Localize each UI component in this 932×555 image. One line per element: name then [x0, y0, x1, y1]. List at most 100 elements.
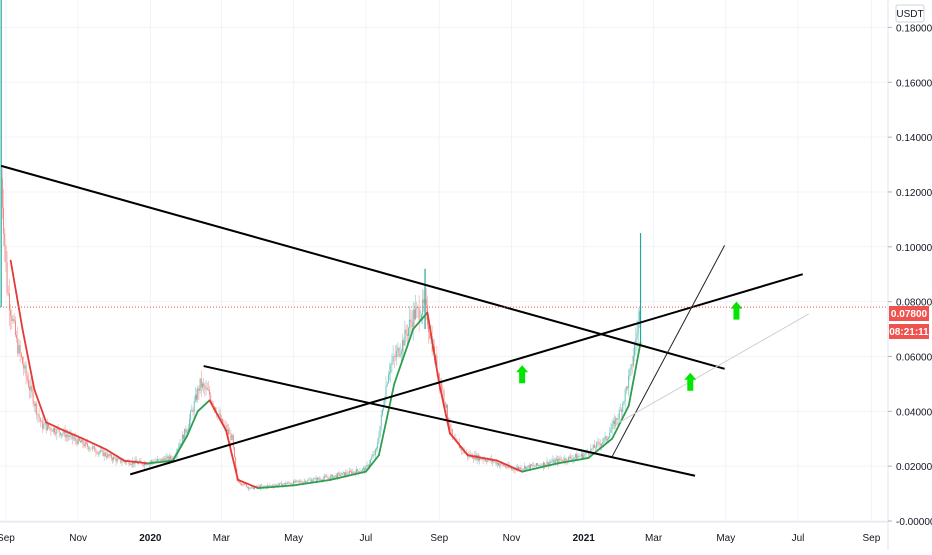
- candle-body: [339, 473, 341, 476]
- moving-average-segment: [496, 459, 524, 473]
- candle-body: [552, 459, 554, 463]
- candle-body: [345, 472, 347, 476]
- y-tick-label: 0.06000: [896, 352, 932, 363]
- candle-body: [479, 457, 480, 461]
- moving-average-segment: [611, 404, 630, 440]
- candle-body: [570, 456, 572, 459]
- candle-body: [499, 464, 501, 466]
- candle-body: [192, 410, 194, 412]
- candle-body: [438, 373, 440, 384]
- moving-average-segment: [196, 399, 211, 413]
- candle-body: [78, 437, 80, 441]
- candle-body: [416, 307, 418, 309]
- candle-body: [313, 478, 315, 481]
- candle-body: [619, 410, 621, 411]
- candle-body: [589, 453, 591, 455]
- candle-body: [197, 388, 199, 400]
- candle-body: [180, 442, 182, 444]
- candle-body: [572, 458, 574, 460]
- candle-body: [264, 486, 266, 487]
- x-tick-label: May: [716, 533, 735, 544]
- candle-body: [580, 453, 582, 457]
- candle-body: [269, 485, 271, 487]
- candle-body: [335, 475, 337, 478]
- candle-body: [481, 459, 483, 460]
- candle-body: [405, 329, 407, 334]
- candle-body: [520, 467, 522, 470]
- candle-body: [487, 459, 489, 462]
- candle-body: [351, 471, 353, 474]
- candle-body: [194, 394, 196, 402]
- candle-body: [622, 403, 624, 412]
- candle-body: [97, 452, 99, 454]
- candle-body: [249, 488, 251, 490]
- candle-body: [93, 446, 94, 447]
- candle-body: [629, 369, 631, 376]
- candle-body: [327, 477, 329, 479]
- y-tick-label: -0.00000: [896, 517, 932, 528]
- candle-body: [569, 456, 570, 458]
- candle-body: [43, 424, 45, 429]
- candle-body: [320, 479, 322, 480]
- moving-average-segment: [63, 429, 84, 440]
- trendline: [611, 245, 726, 457]
- candle-body: [591, 448, 593, 450]
- x-tick-label: 2020: [139, 533, 162, 544]
- x-tick-label: 2021: [573, 533, 596, 544]
- candle-body: [573, 457, 575, 459]
- x-tick-label: Mar: [213, 533, 231, 544]
- candle-body: [628, 375, 630, 388]
- candle-body: [636, 333, 638, 339]
- candle-body: [172, 457, 174, 461]
- currency-badge[interactable]: USDT: [895, 4, 925, 23]
- candle-body: [342, 472, 344, 473]
- candle-body: [284, 483, 286, 485]
- candle-body: [444, 401, 446, 408]
- candle-body: [13, 319, 15, 321]
- candle-body: [364, 468, 366, 472]
- candle-body: [634, 344, 636, 357]
- candle-body: [336, 473, 338, 478]
- candle-body: [554, 460, 556, 464]
- candle-body: [261, 485, 263, 487]
- candle-body: [181, 435, 183, 443]
- candle-body: [5, 246, 7, 263]
- candle-body: [410, 319, 412, 322]
- candle-body: [104, 452, 106, 456]
- candle-body: [200, 378, 202, 388]
- candle-body: [226, 429, 228, 431]
- candle-body: [100, 450, 102, 452]
- candle-body: [396, 351, 398, 357]
- candle-body: [360, 470, 362, 472]
- candle-body: [29, 387, 31, 391]
- candle-body: [598, 442, 600, 445]
- x-axis-ticks: Sep Nov 2020 Mar May Jul Sep Nov 2021 Mar May Jul Se…: [0, 533, 881, 544]
- candle-body: [112, 458, 113, 461]
- candle-body: [593, 444, 595, 448]
- candle-body: [152, 460, 154, 462]
- candle-body: [81, 439, 83, 443]
- candle-body: [10, 310, 12, 316]
- candle-body: [185, 428, 187, 433]
- candle-body: [537, 463, 538, 466]
- candle-body: [166, 456, 168, 459]
- candle-body: [309, 479, 311, 481]
- candle-body: [392, 356, 394, 363]
- candle-body: [571, 458, 573, 460]
- candle-body: [509, 467, 511, 469]
- candle-body: [291, 483, 293, 485]
- candle-body: [380, 414, 382, 427]
- candle-body: [128, 460, 130, 465]
- candle-body: [587, 452, 589, 455]
- candle-body: [301, 482, 303, 483]
- candle-body: [505, 465, 507, 468]
- candle-body: [563, 460, 565, 462]
- candle-body: [355, 469, 357, 474]
- candle-body: [310, 479, 312, 482]
- candle-body: [621, 410, 623, 412]
- candle-body: [151, 460, 153, 463]
- price-tag-value: 0.07800: [891, 309, 928, 320]
- candle-body: [366, 465, 368, 467]
- candle-body: [421, 314, 422, 320]
